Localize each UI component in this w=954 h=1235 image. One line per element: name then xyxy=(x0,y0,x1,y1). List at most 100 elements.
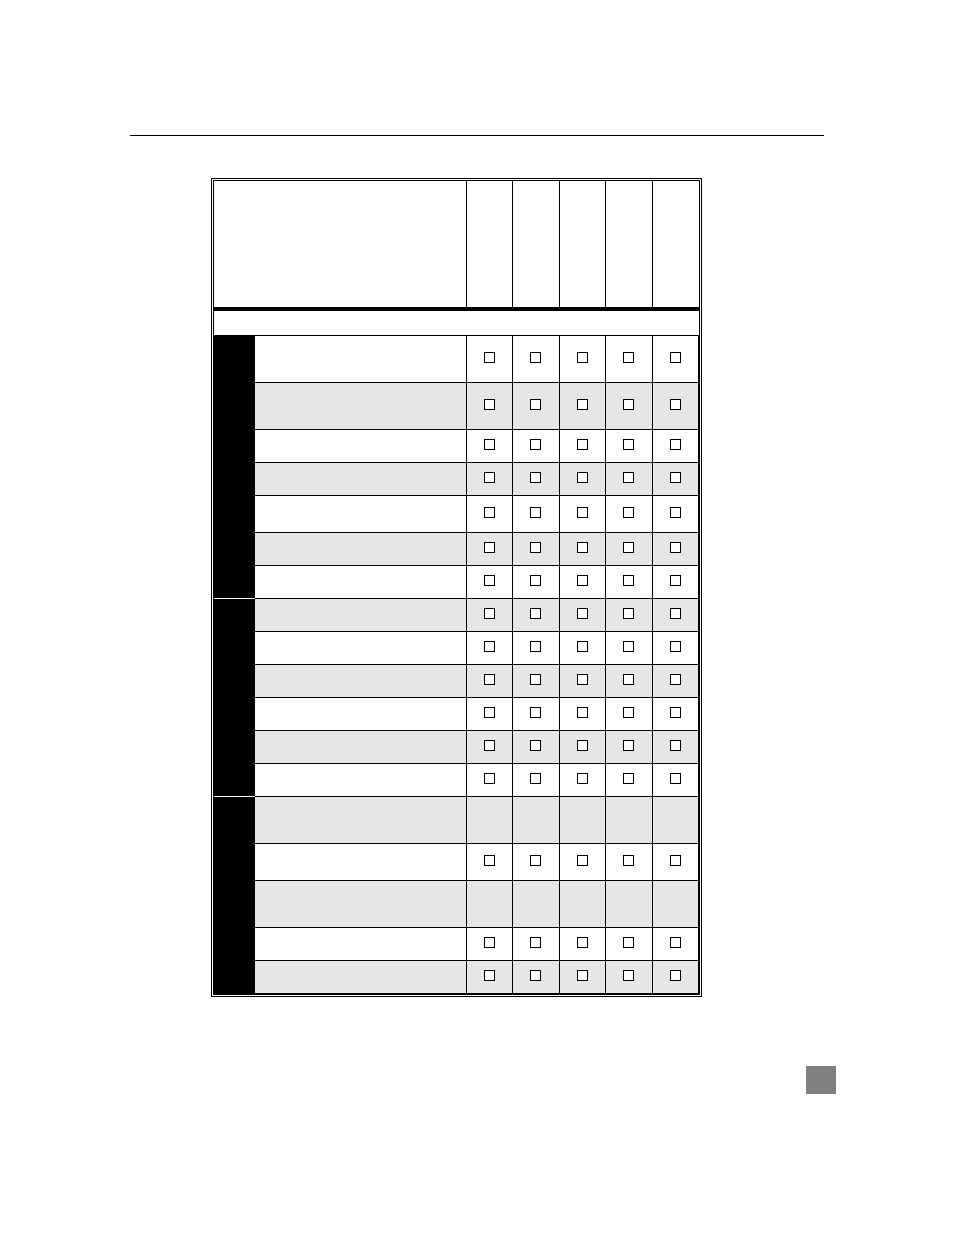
checkbox-icon[interactable] xyxy=(484,740,495,751)
checkbox-icon[interactable] xyxy=(577,439,588,450)
checkbox-icon[interactable] xyxy=(670,399,681,410)
checkbox-icon[interactable] xyxy=(577,575,588,586)
checkbox-icon[interactable] xyxy=(577,937,588,948)
checkbox-icon[interactable] xyxy=(577,399,588,410)
checkbox-icon[interactable] xyxy=(484,773,495,784)
checkbox-icon[interactable] xyxy=(623,707,634,718)
checkbox-icon[interactable] xyxy=(530,507,541,518)
checkbox-icon[interactable] xyxy=(530,740,541,751)
checkbox-icon[interactable] xyxy=(484,674,495,685)
row-label xyxy=(254,928,466,961)
checkbox-icon[interactable] xyxy=(670,855,681,866)
rating-cell xyxy=(606,496,652,533)
checkbox-icon[interactable] xyxy=(670,608,681,619)
checkbox-icon[interactable] xyxy=(623,507,634,518)
checkbox-icon[interactable] xyxy=(670,472,681,483)
checkbox-icon[interactable] xyxy=(623,740,634,751)
checkbox-icon[interactable] xyxy=(623,352,634,363)
checkbox-icon[interactable] xyxy=(484,542,495,553)
checkbox-icon[interactable] xyxy=(670,773,681,784)
row-label xyxy=(254,961,466,994)
rating-cell xyxy=(559,731,605,764)
checkbox-icon[interactable] xyxy=(484,970,495,981)
checkbox-icon[interactable] xyxy=(484,472,495,483)
checkbox-icon[interactable] xyxy=(577,542,588,553)
checkbox-icon[interactable] xyxy=(623,439,634,450)
checkbox-icon[interactable] xyxy=(484,352,495,363)
checkbox-icon[interactable] xyxy=(530,542,541,553)
checkbox-icon[interactable] xyxy=(670,740,681,751)
checkbox-icon[interactable] xyxy=(577,855,588,866)
checkbox-icon[interactable] xyxy=(670,507,681,518)
rating-cell xyxy=(652,698,698,731)
table-header-row xyxy=(214,181,699,309)
checkbox-icon[interactable] xyxy=(670,439,681,450)
checkbox-icon[interactable] xyxy=(530,937,541,948)
checkbox-icon[interactable] xyxy=(577,674,588,685)
row-label xyxy=(254,566,466,599)
rating-cell xyxy=(652,336,698,383)
rating-cell xyxy=(466,961,512,994)
checkbox-icon[interactable] xyxy=(577,352,588,363)
checkbox-icon[interactable] xyxy=(577,472,588,483)
table-row xyxy=(214,566,699,599)
checkbox-icon[interactable] xyxy=(484,937,495,948)
checkbox-icon[interactable] xyxy=(577,608,588,619)
rating-cell xyxy=(466,463,512,496)
checkbox-icon[interactable] xyxy=(623,855,634,866)
checkbox-icon[interactable] xyxy=(530,855,541,866)
checkbox-icon[interactable] xyxy=(484,608,495,619)
checkbox-icon[interactable] xyxy=(670,575,681,586)
checkbox-icon[interactable] xyxy=(670,674,681,685)
checkbox-icon[interactable] xyxy=(530,472,541,483)
rating-cell xyxy=(606,383,652,430)
checkbox-icon[interactable] xyxy=(530,439,541,450)
checkbox-icon[interactable] xyxy=(530,674,541,685)
checkbox-icon[interactable] xyxy=(623,773,634,784)
checkbox-icon[interactable] xyxy=(623,575,634,586)
side-group-label xyxy=(214,797,254,994)
checkbox-icon[interactable] xyxy=(670,542,681,553)
checkbox-icon[interactable] xyxy=(530,352,541,363)
checkbox-icon[interactable] xyxy=(670,937,681,948)
page xyxy=(0,0,954,1235)
checkbox-icon[interactable] xyxy=(484,641,495,652)
checkbox-icon[interactable] xyxy=(577,773,588,784)
header-col-3 xyxy=(559,181,605,309)
checkbox-icon[interactable] xyxy=(670,707,681,718)
checkbox-icon[interactable] xyxy=(623,641,634,652)
checkbox-icon[interactable] xyxy=(577,707,588,718)
checkbox-icon[interactable] xyxy=(484,855,495,866)
rating-cell xyxy=(652,463,698,496)
checkbox-icon[interactable] xyxy=(484,439,495,450)
checkbox-icon[interactable] xyxy=(530,399,541,410)
checkbox-icon[interactable] xyxy=(623,608,634,619)
checkbox-icon[interactable] xyxy=(530,641,541,652)
checkbox-icon[interactable] xyxy=(484,399,495,410)
checkbox-icon[interactable] xyxy=(577,740,588,751)
table-subheader-row xyxy=(214,309,699,336)
checkbox-icon[interactable] xyxy=(577,970,588,981)
row-label xyxy=(254,533,466,566)
checkbox-icon[interactable] xyxy=(530,707,541,718)
checkbox-icon[interactable] xyxy=(623,399,634,410)
checkbox-icon[interactable] xyxy=(530,575,541,586)
checkbox-icon[interactable] xyxy=(530,773,541,784)
row-label xyxy=(254,632,466,665)
checkbox-icon[interactable] xyxy=(623,674,634,685)
checkbox-icon[interactable] xyxy=(530,608,541,619)
checkbox-icon[interactable] xyxy=(484,707,495,718)
rating-cell xyxy=(466,928,512,961)
checkbox-icon[interactable] xyxy=(577,507,588,518)
checkbox-icon[interactable] xyxy=(670,641,681,652)
checkbox-icon[interactable] xyxy=(623,542,634,553)
checkbox-icon[interactable] xyxy=(623,472,634,483)
checkbox-icon[interactable] xyxy=(623,970,634,981)
checkbox-icon[interactable] xyxy=(484,507,495,518)
checkbox-icon[interactable] xyxy=(623,937,634,948)
checkbox-icon[interactable] xyxy=(670,352,681,363)
checkbox-icon[interactable] xyxy=(484,575,495,586)
checkbox-icon[interactable] xyxy=(577,641,588,652)
checkbox-icon[interactable] xyxy=(530,970,541,981)
checkbox-icon[interactable] xyxy=(670,970,681,981)
